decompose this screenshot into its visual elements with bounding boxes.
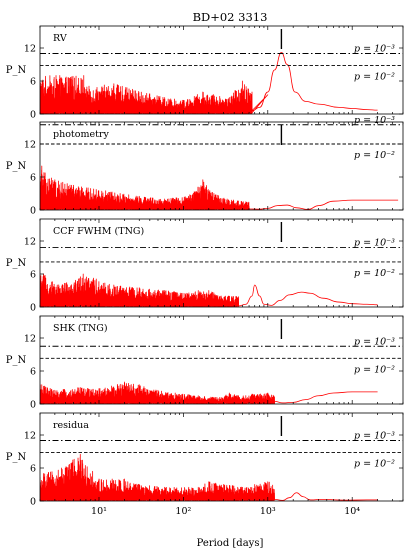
y-tick-label: 0: [30, 400, 36, 411]
y-tick-label: 6: [30, 77, 36, 88]
periodogram-curve: [40, 273, 378, 307]
panel-name: photometry: [53, 129, 109, 140]
panel-1: p = 10⁻³ p = 10⁻² 0 6 12 P_N RV: [6, 25, 404, 121]
y-axis-label: P_N: [6, 452, 27, 463]
panel-name: RV: [53, 33, 67, 44]
panel-4: p = 10⁻³ p = 10⁻² 0 6 12 P_N SHK (TNG): [6, 315, 404, 411]
y-tick-label: 12: [24, 334, 36, 345]
panel-frame: [39, 121, 404, 211]
panel-2: p = 10⁻³ p = 10⁻² 0 6 12 P_N photometry: [6, 115, 404, 217]
panel-frame: [39, 412, 404, 502]
y-tick-label: 6: [30, 270, 36, 281]
panel-frame: [39, 25, 404, 115]
fap-label-001: p = 10⁻²: [354, 72, 395, 83]
fap-label-0001: p = 10⁻³: [354, 238, 395, 249]
y-axis-label: P_N: [6, 355, 27, 366]
periodogram-curve: [40, 381, 378, 404]
y-axis-label: P_N: [6, 258, 27, 269]
periodogram-curve: [40, 453, 378, 501]
fap-label-0001: p = 10⁻³: [354, 336, 395, 347]
y-tick-label: 6: [30, 464, 36, 475]
x-axis-label: Period [days]: [197, 538, 264, 549]
y-tick-label: 0: [30, 497, 36, 508]
panel-frame: [39, 218, 404, 308]
x-tick-label: 10²: [175, 506, 191, 517]
y-tick-label: 0: [30, 110, 36, 121]
fap-label-0001: p = 10⁻³: [354, 115, 395, 126]
panel-5: p = 10⁻³ p = 10⁻² 0 6 12 P_N residua: [6, 412, 404, 508]
panel-name: SHK (TNG): [53, 323, 108, 334]
panel-3: p = 10⁻³ p = 10⁻² 0 6 12 P_N CCF FWHM (TNG): [6, 218, 404, 314]
panel-name: residua: [53, 420, 89, 431]
chart-title: BD+02 3313: [193, 10, 268, 24]
y-tick-label: 12: [24, 44, 36, 55]
y-tick-label: 0: [30, 206, 36, 217]
fap-label-001: p = 10⁻²: [354, 364, 395, 375]
panel-frame: [39, 315, 404, 405]
fap-label-001: p = 10⁻²: [354, 268, 395, 279]
y-tick-label: 6: [30, 173, 36, 184]
fap-label-001: p = 10⁻²: [354, 150, 395, 161]
y-tick-label: 12: [24, 431, 36, 442]
periodogram-curve: [40, 165, 399, 210]
y-tick-label: 12: [24, 237, 36, 248]
y-tick-label: 0: [30, 303, 36, 314]
y-axis-label: P_N: [6, 65, 27, 76]
fap-label-0001: p = 10⁻³: [354, 431, 395, 442]
y-tick-label: 6: [30, 367, 36, 378]
x-tick-label: 10³: [260, 506, 276, 517]
y-axis-label: P_N: [6, 161, 27, 172]
x-tick-label: 10¹: [91, 506, 107, 517]
x-tick-label: 10⁴: [344, 506, 360, 517]
y-tick-label: 12: [24, 140, 36, 151]
periodogram-curve: [40, 52, 378, 114]
fap-label-001: p = 10⁻²: [354, 459, 395, 470]
fap-label-0001: p = 10⁻³: [354, 44, 395, 55]
panel-name: CCF FWHM (TNG): [53, 226, 144, 237]
